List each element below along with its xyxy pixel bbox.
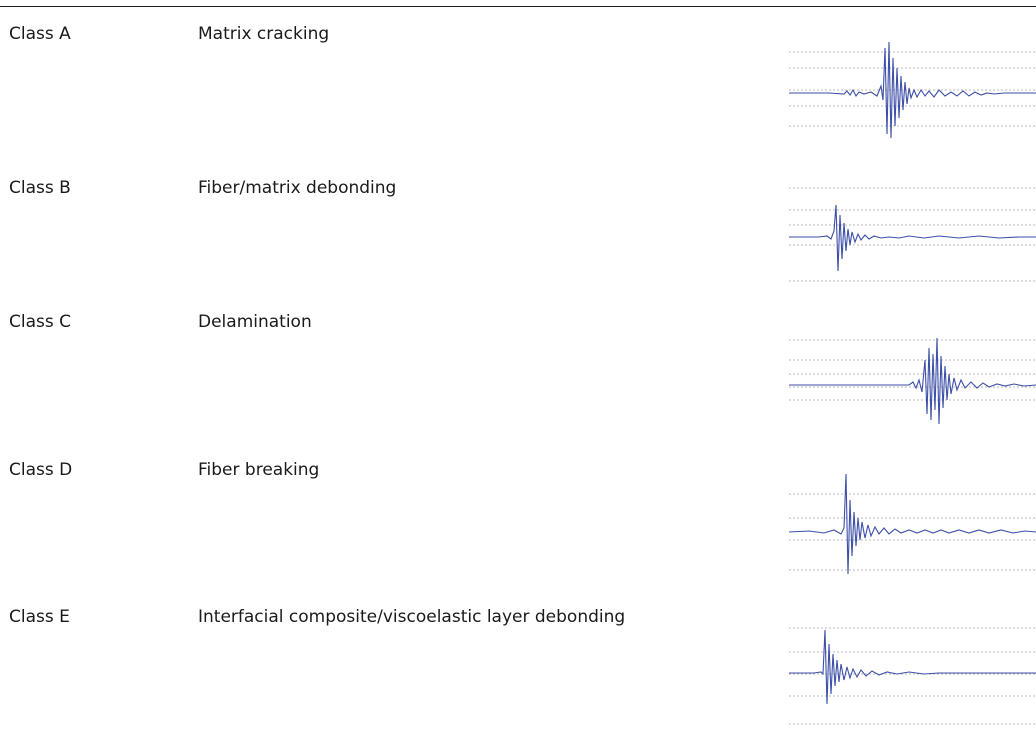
waveform-trace [789, 629, 1036, 705]
waveform-svg [789, 337, 1036, 425]
table-row-class-d: Class D Fiber breaking [0, 420, 1036, 575]
class-label: Class B [9, 178, 71, 198]
class-description: Interfacial composite/viscoelastic layer… [198, 607, 626, 627]
class-label: Class E [9, 607, 70, 627]
waveform-class-e [789, 620, 1036, 728]
waveform-trace [789, 41, 1036, 139]
class-description: Fiber breaking [198, 460, 320, 480]
waveform-svg [789, 627, 1036, 725]
waveform-class-b [789, 185, 1036, 285]
waveform-gridlines [789, 51, 1036, 127]
waveform-svg [789, 187, 1036, 282]
class-description: Delamination [198, 312, 312, 332]
class-label: Class D [9, 460, 73, 480]
waveform-class-c [789, 330, 1036, 428]
waveform-class-d [789, 470, 1036, 580]
waveform-svg [789, 41, 1036, 139]
table-row-class-c: Class C Delamination [0, 280, 1036, 425]
waveform-trace [789, 337, 1036, 425]
class-description: Matrix cracking [198, 24, 330, 44]
table-row-class-a: Class A Matrix cracking [0, 0, 1036, 140]
waveform-svg [789, 473, 1036, 575]
waveform-gridlines [789, 339, 1036, 401]
waveform-trace [789, 473, 1036, 575]
waveform-class-a [789, 38, 1036, 144]
waveform-gridlines [789, 187, 1036, 282]
waveform-trace [789, 204, 1036, 272]
waveform-gridlines [789, 493, 1036, 571]
table-top-rule [0, 6, 1036, 7]
table-row-class-e: Class E Interfacial composite/viscoelast… [0, 560, 1036, 725]
class-description: Fiber/matrix debonding [198, 178, 397, 198]
table-row-class-b: Class B Fiber/matrix debonding [0, 140, 1036, 282]
class-label: Class A [9, 24, 71, 44]
class-label: Class C [9, 312, 71, 332]
